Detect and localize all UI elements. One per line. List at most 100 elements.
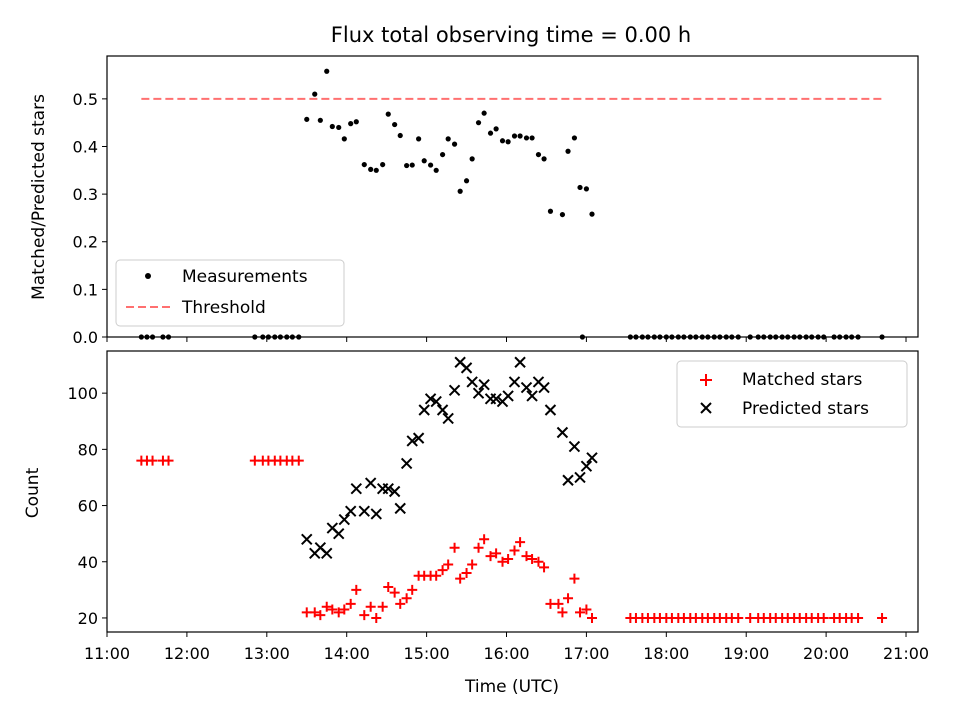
measurement-point xyxy=(317,117,323,123)
measurement-point xyxy=(505,139,511,145)
measurement-point xyxy=(831,334,837,340)
ratio-y-ticks: 0.0 0.1 0.2 0.3 0.4 0.5 xyxy=(73,90,107,347)
matched-star-point xyxy=(733,612,744,623)
predicted-star-point xyxy=(574,471,586,484)
measurement-point xyxy=(849,334,855,340)
legend-matched-label: Matched stars xyxy=(742,370,862,390)
measurement-point xyxy=(385,111,391,117)
measurement-point xyxy=(421,158,427,164)
legend-measurements-marker xyxy=(145,273,151,279)
ratio-y-axis-label: Matched/Predicted stars xyxy=(29,94,49,300)
legend-predicted-label: Predicted stars xyxy=(742,399,869,419)
predicted-star-point xyxy=(388,485,401,498)
predicted-star-point xyxy=(478,379,490,391)
measurement-point xyxy=(353,119,359,125)
count-y-tick-label: 100 xyxy=(67,384,98,403)
predicted-star-point xyxy=(350,482,363,495)
time-x-tick-label: 14:00 xyxy=(324,644,370,663)
measurement-point xyxy=(380,161,386,168)
matched-star-point xyxy=(818,612,829,623)
matched-star-point xyxy=(473,542,484,553)
matched-star-point xyxy=(293,455,304,466)
matched-star-point xyxy=(521,551,532,562)
matched-star-point xyxy=(443,559,454,570)
legend-predicted-marker xyxy=(700,402,712,414)
matched-star-point xyxy=(345,598,356,609)
matched-star-point xyxy=(485,551,496,562)
matched-star-point xyxy=(401,593,412,604)
measurement-point xyxy=(517,133,523,139)
measurement-point xyxy=(409,162,415,168)
matched-star-point xyxy=(383,582,394,593)
matched-star-point xyxy=(853,612,864,623)
predicted-star-point xyxy=(586,452,598,464)
measurement-point xyxy=(304,116,310,122)
matched-star-point xyxy=(371,612,382,623)
count-x-ticks: 11:00 12:00 13:00 14:00 15:00 16:00 17:00 18:00… xyxy=(84,632,929,663)
measurement-point xyxy=(589,211,595,217)
predicted-star-point xyxy=(466,376,478,388)
measurement-point xyxy=(735,334,741,340)
predicted-star-point xyxy=(568,440,581,453)
measurement-point xyxy=(767,334,773,340)
measurement-point xyxy=(272,334,278,340)
time-x-tick-label: 21:00 xyxy=(883,644,929,663)
measurement-point xyxy=(651,334,657,340)
predicted-star-point xyxy=(424,393,437,405)
measurement-point xyxy=(579,334,586,340)
measurement-point xyxy=(265,334,272,340)
matched-star-point xyxy=(479,534,490,545)
matched-star-point xyxy=(377,601,388,612)
measurement-point xyxy=(541,156,547,162)
measurement-point xyxy=(855,334,861,340)
measurement-point xyxy=(487,130,494,136)
measurement-point xyxy=(329,123,335,130)
measurement-point xyxy=(627,334,633,340)
ratio-panel: 0.0 0.1 0.2 0.3 0.4 0.5 Matched/Predicted sta… xyxy=(29,55,919,347)
measurement-point xyxy=(663,334,669,340)
measurement-point xyxy=(160,334,166,340)
predicted-star-point xyxy=(344,505,357,517)
measurement-point xyxy=(837,334,843,340)
measurement-point xyxy=(511,133,518,139)
measurement-point xyxy=(529,135,535,141)
measurement-point xyxy=(252,334,258,340)
predicted-star-point xyxy=(538,381,550,394)
measurement-point xyxy=(277,334,283,340)
ratio-y-tick-label: 0.2 xyxy=(73,233,98,252)
measurement-point xyxy=(469,156,475,162)
legend-matched-marker xyxy=(700,374,712,386)
legend-measurements-label: Measurements xyxy=(182,267,308,287)
predicted-star-point xyxy=(526,390,538,402)
measurement-point xyxy=(149,334,156,340)
matched-star-point xyxy=(395,598,406,609)
matched-star-point xyxy=(339,604,350,615)
predicted-star-point xyxy=(406,435,418,447)
matched-star-point xyxy=(533,556,544,567)
matched-star-point xyxy=(407,584,418,595)
predicted-star-point xyxy=(436,404,449,416)
matched-star-point xyxy=(503,553,514,564)
predicted-star-point xyxy=(544,404,557,416)
measurement-points xyxy=(138,68,885,340)
measurement-point xyxy=(481,110,487,116)
count-y-tick-label: 60 xyxy=(78,497,98,516)
count-y-tick-label: 40 xyxy=(78,553,98,572)
measurement-point xyxy=(785,334,791,340)
measurement-point xyxy=(675,334,681,340)
measurement-point xyxy=(645,334,651,340)
matched-star-point xyxy=(509,545,520,556)
matched-star-point xyxy=(581,604,592,615)
measurement-point xyxy=(457,188,463,194)
measurement-point xyxy=(451,141,458,147)
predicted-star-point xyxy=(502,390,514,402)
predicted-star-point xyxy=(333,527,345,540)
count-y-ticks: 20 40 60 80 100 xyxy=(67,384,107,628)
matched-star-point xyxy=(553,598,564,609)
time-x-tick-label: 12:00 xyxy=(164,644,210,663)
measurement-point xyxy=(463,178,470,184)
time-x-tick-label: 13:00 xyxy=(244,644,290,663)
predicted-star-point xyxy=(448,384,461,397)
time-x-axis-label: Time (UTC) xyxy=(464,677,559,697)
measurement-point xyxy=(493,126,499,132)
